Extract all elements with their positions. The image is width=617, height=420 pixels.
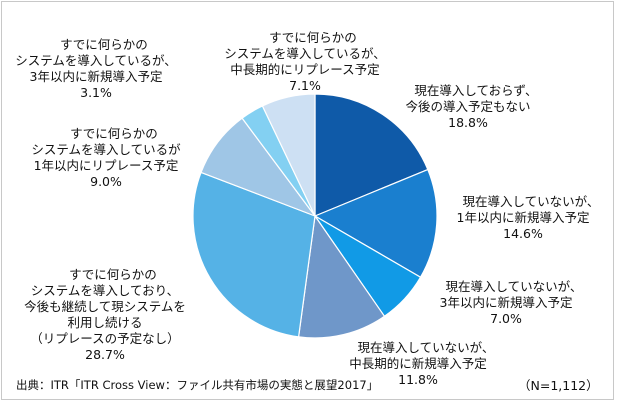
slice-label-7: すでに何らかの システムを導入しているが、 中長期的にリプレース予定 7.1% — [224, 30, 386, 93]
chart-frame: 現在導入しておらず、 今後の導入予定もない 18.8% 現在導入していないが、 1… — [1, 1, 614, 400]
pie-slice-3 — [297, 214, 386, 339]
slice-label-4: すでに何らかの システムを導入しており、 今後も継続して現システムを 利用し続け… — [24, 267, 186, 362]
slice-label-6: すでに何らかの システムを導入しているが、 3年以内に新規導入予定 3.1% — [15, 37, 177, 100]
pie-slice-1 — [313, 168, 438, 279]
slice-label-1: 現在導入していないが、 1年以内に新規導入予定 14.6% — [456, 194, 600, 241]
slice-label-2: 現在導入していないが、 3年以内に新規導入予定 7.0% — [439, 279, 583, 326]
slice-label-5: すでに何らかの システムを導入しているが 1年以内にリプレース予定 9.0% — [31, 126, 181, 189]
pie-chart — [192, 93, 438, 339]
source-note: 出典：ITR「ITR Cross View：ファイル共有市場の実態と展望2017… — [16, 378, 379, 392]
pie-slice-7 — [261, 93, 316, 217]
slice-label-3: 現在導入していないが、 中長期的に新規導入予定 11.8% — [349, 340, 495, 387]
slice-label-0: 現在導入しておらず、 今後の導入予定もない 18.8% — [405, 83, 538, 130]
sample-size: （N=1,112） — [518, 378, 599, 393]
pie-slice-4 — [192, 171, 316, 338]
pie-slice-0 — [314, 93, 429, 217]
